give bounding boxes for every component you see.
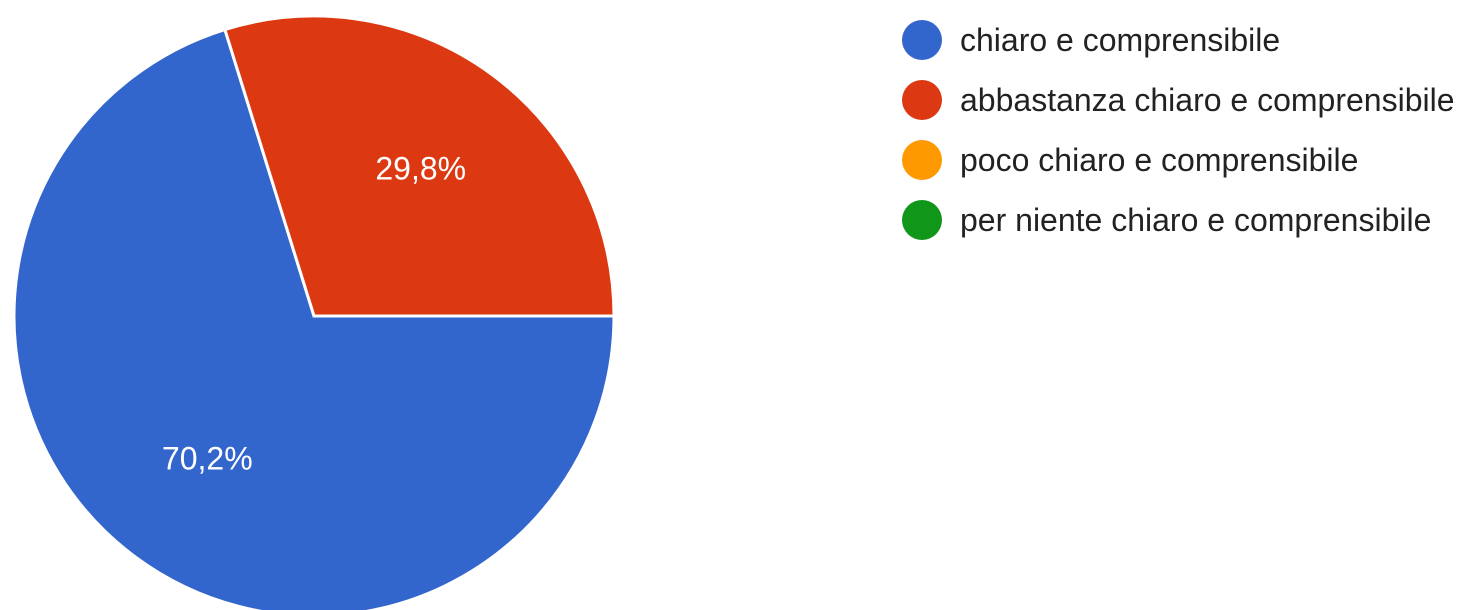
slice-label: 29,8% — [375, 150, 466, 186]
legend-marker — [902, 140, 942, 180]
legend-label: per niente chiaro e comprensibile — [960, 202, 1432, 238]
legend-item: poco chiaro e comprensibile — [900, 132, 1466, 188]
pie-slice — [223, 14, 616, 318]
slice-label: 70,2% — [162, 440, 253, 476]
legend: chiaro e comprensibile abbastanza chiaro … — [900, 12, 1466, 248]
legend-marker — [902, 80, 942, 120]
legend-item: abbastanza chiaro e comprensibile — [900, 72, 1466, 128]
pie-slice — [12, 27, 616, 610]
legend-label: abbastanza chiaro e comprensibile — [960, 82, 1455, 118]
legend-label: chiaro e comprensibile — [960, 22, 1281, 58]
legend-marker — [902, 200, 942, 240]
legend-item: chiaro e comprensibile — [900, 12, 1466, 68]
legend-item: per niente chiaro e comprensibile — [900, 192, 1466, 248]
legend-label: poco chiaro e comprensibile — [960, 142, 1359, 178]
legend-marker — [902, 20, 942, 60]
chart: 70,2% 29,8% — [12, 14, 616, 610]
